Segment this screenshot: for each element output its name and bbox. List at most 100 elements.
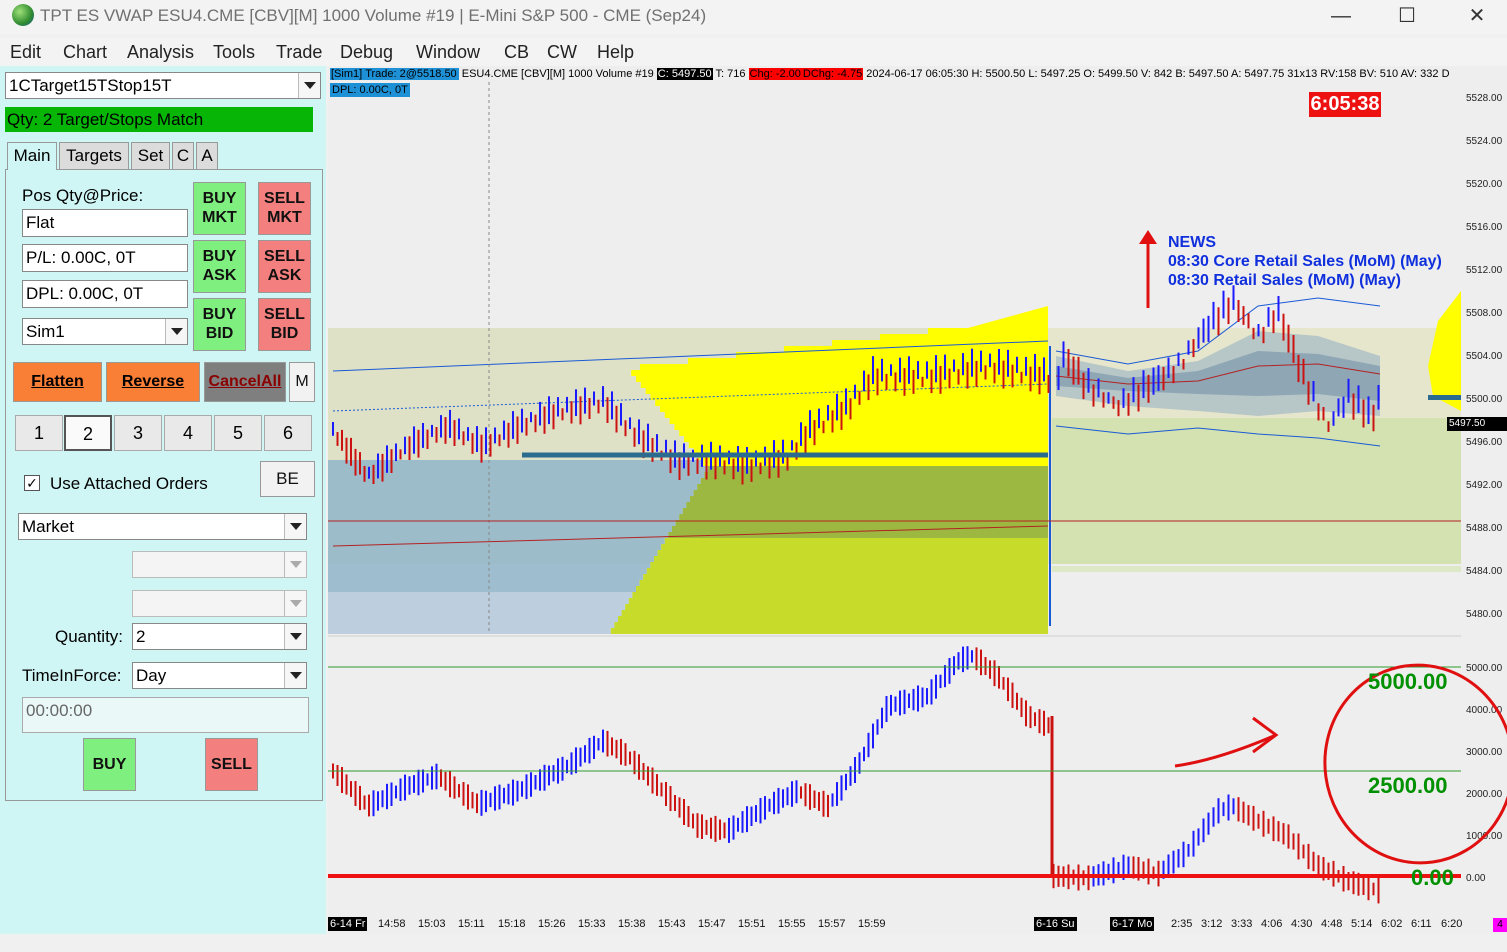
flatten-button[interactable]: Flatten <box>13 362 102 402</box>
profile-row <box>688 358 1048 364</box>
profile-row <box>688 442 1048 448</box>
buy-bid-button[interactable]: BUY BID <box>193 298 246 351</box>
osc-tick-label: 2000.00 <box>1466 789 1503 800</box>
profile-row <box>703 460 1048 466</box>
price-tick-label: 5488.00 <box>1466 523 1503 534</box>
strategy-select[interactable]: 1CTarget15TStop15T <box>5 72 321 99</box>
chevron-down-icon[interactable] <box>284 663 306 688</box>
chevron-down-icon[interactable] <box>284 514 306 539</box>
menu-trade[interactable]: Trade <box>276 42 323 62</box>
minimize-button[interactable]: — <box>1331 5 1351 27</box>
buy-ask-label-2: ASK <box>202 267 237 284</box>
vwap-right-lower <box>1055 425 1381 447</box>
chart-area[interactable]: 5528.00 5524.00 5520.00 5516.00 5512.00 5508.… <box>328 66 1507 934</box>
profile-row <box>640 382 1048 388</box>
chevron-down-icon[interactable] <box>284 552 306 577</box>
buy-ask-button[interactable]: BUY ASK <box>193 240 246 293</box>
qty-4-button[interactable]: 4 <box>164 415 212 451</box>
time-axis: 6-14 Fr 14:58 15:03 15:11 15:18 15:26 15:33 15:… <box>328 914 1507 934</box>
tab-a[interactable]: A <box>196 142 218 170</box>
profile-bg-row <box>328 328 928 334</box>
buy-button[interactable]: BUY <box>83 738 136 791</box>
profile-row <box>686 502 1048 508</box>
profile-row <box>928 328 1048 334</box>
sell-bid-button[interactable]: SELL BID <box>258 298 311 351</box>
price-chart-svg[interactable]: 5528.00 5524.00 5520.00 5516.00 5512.00 5508.… <box>328 66 1507 934</box>
use-attached-label: Use Attached Orders <box>50 474 208 493</box>
menu-edit[interactable]: Edit <box>10 42 42 62</box>
profile-bg-row <box>328 508 683 514</box>
cancel-all-button[interactable]: CancelAll <box>204 362 286 402</box>
menu-help[interactable]: Help <box>597 42 635 62</box>
account-select[interactable]: Sim1 <box>22 318 188 345</box>
profile-row <box>636 586 1048 592</box>
use-attached-checkbox[interactable]: ✓ <box>24 475 40 491</box>
sim-tag: [Sim1] <box>330 68 364 80</box>
menu-bar: Edit Chart Analysis Tools Trade Debug Wi… <box>0 38 1507 66</box>
annotation-circle <box>1323 663 1507 865</box>
account-value: Sim1 <box>26 322 65 341</box>
price-tick-label: 5496.00 <box>1466 437 1503 448</box>
chevron-down-icon[interactable] <box>165 319 187 344</box>
tif-select[interactable]: Day <box>132 662 307 689</box>
tab-c[interactable]: C <box>172 142 194 170</box>
menu-window[interactable]: Window <box>416 42 481 62</box>
menu-analysis[interactable]: Analysis <box>127 42 195 62</box>
menu-debug[interactable]: Debug <box>340 42 394 62</box>
limit-price-select[interactable] <box>132 551 307 578</box>
menu-cw[interactable]: CW <box>547 42 577 62</box>
close-button[interactable]: ✕ <box>1468 5 1486 27</box>
profile-bg-row <box>328 598 629 604</box>
stop-price-select[interactable] <box>132 590 307 617</box>
qty-2-button[interactable]: 2 <box>64 415 112 451</box>
profile-row <box>621 610 1048 616</box>
sell-bid-label-1: SELL <box>264 306 305 323</box>
tab-targets[interactable]: Targets <box>59 142 129 170</box>
annotation-arrow-shaft <box>1174 733 1277 768</box>
profile-bg-row <box>328 376 636 382</box>
qty-1-button[interactable]: 1 <box>15 415 63 451</box>
profile-bg-row <box>328 400 656 406</box>
chevron-down-icon[interactable] <box>298 73 320 98</box>
sell-button[interactable]: SELL <box>205 738 258 791</box>
profile-bg-row <box>328 460 704 466</box>
profile-row <box>664 412 1048 418</box>
profile-row <box>672 526 1048 532</box>
profile-row <box>693 448 1048 454</box>
qty-3-button[interactable]: 3 <box>114 415 162 451</box>
tab-main[interactable]: Main <box>7 142 57 170</box>
dpl-tag: DPL: 0.00C, 0T <box>330 83 410 97</box>
profile-row <box>675 520 1048 526</box>
profile-bg-row <box>328 448 694 454</box>
value-area-lower-band <box>1052 418 1461 564</box>
qty-6-button[interactable]: 6 <box>264 415 312 451</box>
profile-row <box>657 550 1048 556</box>
profile-row <box>636 376 1048 382</box>
buy-market-button[interactable]: BUY MKT <box>193 182 246 235</box>
menu-tools[interactable]: Tools <box>213 42 256 62</box>
maximize-button[interactable]: ☐ <box>1398 5 1416 27</box>
osc-tick-label: 5000.00 <box>1466 663 1503 674</box>
profile-bg-row <box>328 418 670 424</box>
sell-market-button[interactable]: SELL MKT <box>258 182 311 235</box>
chevron-down-icon[interactable] <box>284 624 306 649</box>
tab-set[interactable]: Set <box>131 142 170 170</box>
quantity-select[interactable]: 2 <box>132 623 307 650</box>
be-button[interactable]: BE <box>260 461 315 497</box>
profile-bg-row <box>328 436 684 442</box>
menu-chart[interactable]: Chart <box>63 42 108 62</box>
profile-bg-row <box>328 358 688 364</box>
profile-bg-row <box>328 550 658 556</box>
qty-5-button[interactable]: 5 <box>214 415 262 451</box>
news-line-1: 08:30 Core Retail Sales (MoM) (May) <box>1168 253 1442 270</box>
price-tick-label: 5492.00 <box>1466 480 1503 491</box>
order-type-select[interactable]: Market <box>18 513 307 540</box>
reverse-button[interactable]: Reverse <box>106 362 200 402</box>
menu-cb[interactable]: CB <box>504 42 530 62</box>
chevron-down-icon[interactable] <box>284 591 306 616</box>
m-button[interactable]: M <box>289 362 315 402</box>
time-tick-label: 4:30 <box>1291 918 1313 930</box>
time-field[interactable]: 00:00:00 <box>22 697 309 733</box>
sell-ask-button[interactable]: SELL ASK <box>258 240 311 293</box>
profile-bg-row <box>328 580 640 586</box>
